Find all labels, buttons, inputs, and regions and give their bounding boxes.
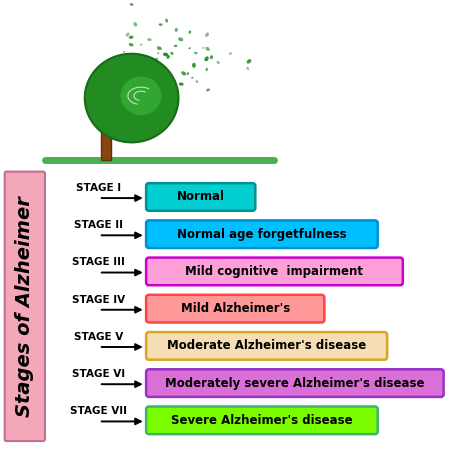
- Ellipse shape: [192, 63, 196, 68]
- Ellipse shape: [205, 47, 210, 51]
- Ellipse shape: [170, 52, 173, 55]
- Text: Mild cognitive  impairment: Mild cognitive impairment: [185, 265, 364, 278]
- Text: STAGE II: STAGE II: [74, 220, 123, 230]
- Ellipse shape: [229, 52, 232, 54]
- Ellipse shape: [123, 51, 125, 53]
- FancyBboxPatch shape: [100, 131, 111, 160]
- Circle shape: [85, 54, 178, 142]
- Text: STAGE I: STAGE I: [76, 183, 121, 193]
- Ellipse shape: [206, 68, 208, 71]
- FancyBboxPatch shape: [146, 183, 255, 211]
- Ellipse shape: [126, 32, 129, 36]
- FancyBboxPatch shape: [146, 295, 324, 323]
- Ellipse shape: [206, 68, 208, 70]
- Ellipse shape: [129, 36, 134, 39]
- Ellipse shape: [129, 43, 134, 46]
- Ellipse shape: [140, 44, 142, 45]
- Ellipse shape: [138, 62, 142, 65]
- Ellipse shape: [167, 55, 170, 59]
- Text: STAGE VI: STAGE VI: [72, 369, 125, 379]
- Ellipse shape: [217, 61, 220, 64]
- Text: STAGE V: STAGE V: [74, 332, 123, 342]
- Ellipse shape: [202, 47, 204, 49]
- Ellipse shape: [165, 18, 168, 22]
- Ellipse shape: [149, 64, 150, 66]
- Text: Severe Alzheimer's disease: Severe Alzheimer's disease: [171, 414, 353, 427]
- Ellipse shape: [191, 77, 193, 79]
- Ellipse shape: [195, 80, 198, 83]
- Ellipse shape: [189, 31, 191, 34]
- Ellipse shape: [130, 3, 134, 6]
- FancyBboxPatch shape: [146, 257, 403, 285]
- Ellipse shape: [175, 28, 178, 32]
- Ellipse shape: [210, 55, 213, 59]
- FancyBboxPatch shape: [5, 171, 45, 441]
- Ellipse shape: [148, 56, 150, 58]
- Ellipse shape: [204, 56, 209, 61]
- Ellipse shape: [174, 45, 177, 47]
- Text: Moderate Alzheimer's disease: Moderate Alzheimer's disease: [167, 339, 366, 352]
- Ellipse shape: [246, 59, 251, 63]
- Ellipse shape: [205, 32, 209, 37]
- Circle shape: [120, 76, 162, 116]
- Ellipse shape: [194, 52, 198, 54]
- Text: Stages of Alzheimer: Stages of Alzheimer: [15, 196, 34, 417]
- Ellipse shape: [178, 37, 183, 41]
- Ellipse shape: [206, 89, 210, 91]
- Text: Mild Alzheimer's: Mild Alzheimer's: [181, 302, 290, 315]
- Text: Normal age forgetfulness: Normal age forgetfulness: [177, 228, 347, 241]
- Ellipse shape: [157, 52, 159, 54]
- Ellipse shape: [187, 72, 189, 75]
- Ellipse shape: [163, 53, 168, 56]
- Text: STAGE VII: STAGE VII: [70, 406, 128, 416]
- FancyBboxPatch shape: [146, 369, 444, 397]
- Ellipse shape: [179, 82, 183, 86]
- Ellipse shape: [155, 58, 158, 60]
- FancyBboxPatch shape: [146, 406, 378, 434]
- Text: STAGE IV: STAGE IV: [72, 295, 125, 305]
- Text: Moderately severe Alzheimer's disease: Moderately severe Alzheimer's disease: [165, 377, 425, 390]
- Ellipse shape: [157, 46, 162, 50]
- Ellipse shape: [189, 47, 191, 49]
- Ellipse shape: [147, 38, 152, 41]
- Ellipse shape: [159, 23, 163, 26]
- Ellipse shape: [150, 58, 153, 60]
- Text: STAGE III: STAGE III: [73, 257, 125, 267]
- Ellipse shape: [133, 22, 137, 27]
- Ellipse shape: [246, 67, 249, 70]
- Text: Normal: Normal: [177, 190, 225, 203]
- FancyBboxPatch shape: [146, 332, 387, 360]
- Ellipse shape: [172, 79, 176, 81]
- Ellipse shape: [181, 71, 186, 76]
- FancyBboxPatch shape: [146, 220, 378, 248]
